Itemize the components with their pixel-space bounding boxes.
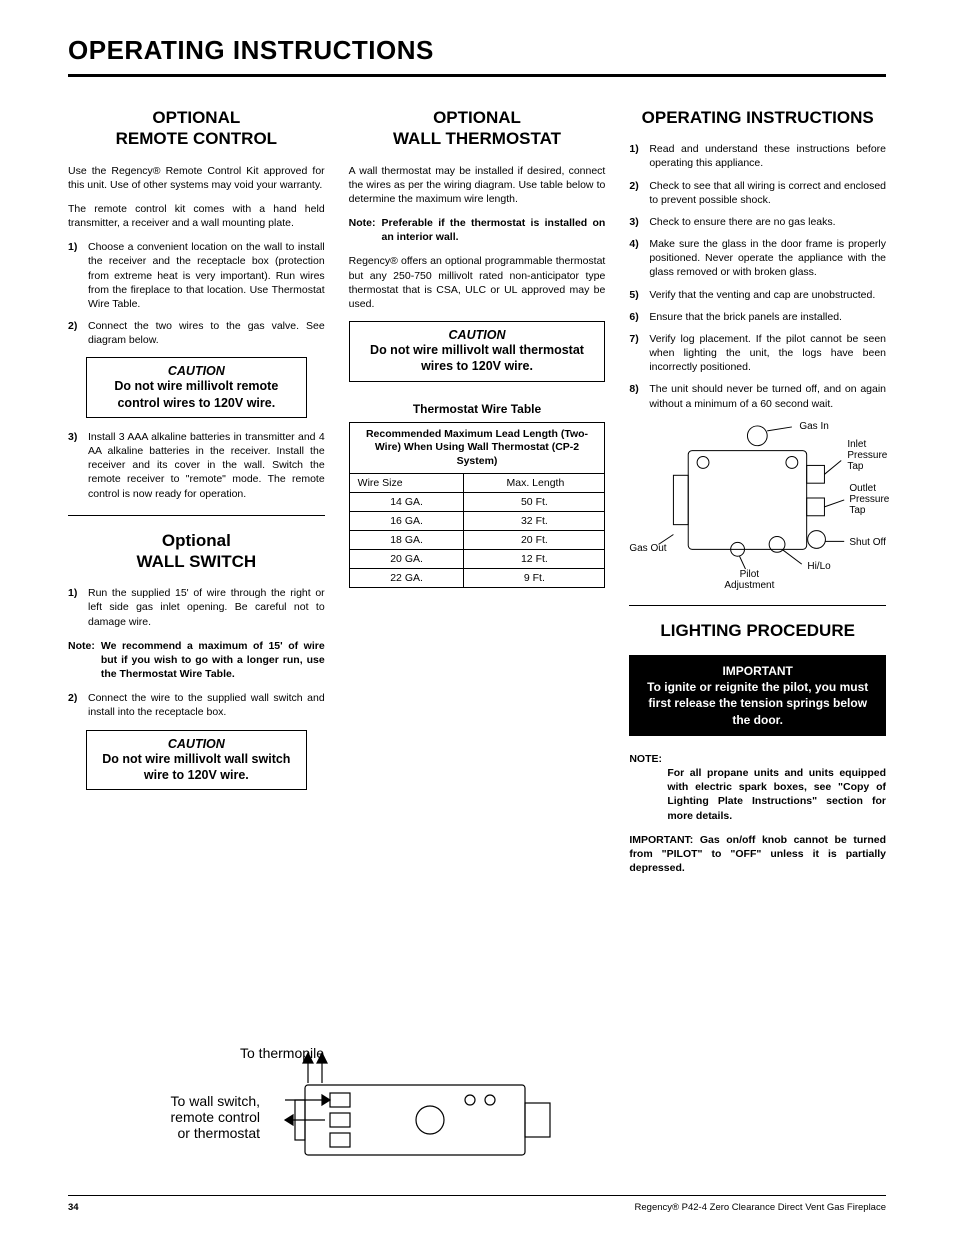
heading-wall-thermostat: OPTIONAL WALL THERMOSTAT [349, 107, 606, 150]
valve-label-pilot: Pilot Adjustment [724, 569, 774, 591]
column-3: OPERATING INSTRUCTIONS Read and understa… [629, 107, 886, 885]
wire-table-header: Recommended Maximum Lead Length (Two-Wir… [349, 422, 605, 474]
wallswitch-step-1: Run the supplied 15' of wire through the… [68, 586, 325, 629]
diagram-label-wall: To wall switch, remote control or thermo… [130, 1093, 260, 1141]
table-row: 22 GA.9 Ft. [349, 569, 605, 588]
diagram-label-thermopile: To thermopile [240, 1045, 324, 1061]
note-label: Note: [68, 639, 101, 682]
remote-intro-1: Use the Regency® Remote Control Kit appr… [68, 164, 325, 192]
page-footer: 34 Regency® P42-4 Zero Clearance Direct … [68, 1195, 886, 1213]
note-text: Preferable if the thermostat is installe… [382, 216, 606, 244]
valve-label-hilo: Hi/Lo [807, 561, 830, 572]
wire-table-caption: Thermostat Wire Table [349, 402, 606, 416]
lighting-note: NOTE: For all propane units and units eq… [629, 752, 886, 823]
wallswitch-steps-2: Connect the wire to the supplied wall sw… [68, 691, 325, 719]
op-step-4: Make sure the glass in the door frame is… [629, 237, 886, 280]
caution-body: Do not wire millivolt wall switch wire t… [97, 751, 296, 784]
lighting-important-2: IMPORTANT: Gas on/off knob cannot be tur… [629, 833, 886, 876]
note-text: For all propane units and units equipped… [629, 766, 886, 823]
title-rule [68, 74, 886, 77]
caution-title: CAUTION [360, 328, 595, 342]
note-text: We recommend a maximum of 15' of wire bu… [101, 639, 325, 682]
table-row: 18 GA.20 Ft. [349, 531, 605, 550]
table-row: 14 GA.50 Ft. [349, 493, 605, 512]
table-row: 16 GA.32 Ft. [349, 512, 605, 531]
valve-label-gas-in: Gas In [799, 421, 828, 432]
page-title: OPERATING INSTRUCTIONS [68, 35, 886, 66]
section-rule [68, 515, 325, 516]
op-step-6: Ensure that the brick panels are install… [629, 310, 886, 324]
remote-step-3: Install 3 AAA alkaline batteries in tran… [68, 430, 325, 501]
valve-label-gas-out: Gas Out [629, 543, 666, 554]
op-step-5: Verify that the venting and cap are unob… [629, 288, 886, 302]
wire-table-col1: Wire Size [349, 474, 464, 493]
remote-step-1: Choose a convenient location on the wall… [68, 240, 325, 311]
caution-title: CAUTION [97, 364, 296, 378]
thermostat-note: Note: Preferable if the thermostat is in… [349, 216, 606, 244]
wire-table-col2: Max. Length [464, 474, 605, 493]
caution-box-remote: CAUTION Do not wire millivolt remote con… [86, 357, 307, 418]
caution-body: Do not wire millivolt wall thermostat wi… [360, 342, 595, 375]
page-number: 34 [68, 1202, 79, 1213]
op-step-7: Verify log placement. If the pilot canno… [629, 332, 886, 375]
valve-label-shutoff: Shut Off [849, 537, 886, 548]
table-row: 20 GA.12 Ft. [349, 550, 605, 569]
product-name: Regency® P42-4 Zero Clearance Direct Ven… [635, 1202, 886, 1213]
remote-intro-2: The remote control kit comes with a hand… [68, 202, 325, 230]
section-rule [629, 605, 886, 606]
content-columns: OPTIONAL REMOTE CONTROL Use the Regency®… [68, 107, 886, 885]
caution-body: Do not wire millivolt remote control wir… [97, 378, 296, 411]
op-step-3: Check to ensure there are no gas leaks. [629, 215, 886, 229]
heading-operating: OPERATING INSTRUCTIONS [629, 107, 886, 128]
valve-label-inlet: Inlet Pressure Tap [847, 439, 887, 472]
op-step-8: The unit should never be turned off, and… [629, 382, 886, 410]
valve-diagram: Gas In Inlet Pressure Tap Outlet Pressur… [629, 421, 886, 591]
heading-remote-control: OPTIONAL REMOTE CONTROL [68, 107, 325, 150]
thermostat-intro: A wall thermostat may be installed if de… [349, 164, 606, 207]
note-label: NOTE: [629, 753, 662, 765]
heading-lighting: LIGHTING PROCEDURE [629, 620, 886, 641]
valve-label-outlet: Outlet Pressure Tap [849, 483, 889, 516]
caution-box-wallswitch: CAUTION Do not wire millivolt wall switc… [86, 730, 307, 791]
remote-steps: Choose a convenient location on the wall… [68, 240, 325, 347]
thermostat-p2: Regency® offers an optional programmable… [349, 254, 606, 311]
wallswitch-step-2: Connect the wire to the supplied wall sw… [68, 691, 325, 719]
heading-wall-switch: Optional WALL SWITCH [68, 530, 325, 573]
important-title: IMPORTANT [639, 663, 876, 679]
op-step-1: Read and understand these instructions b… [629, 142, 886, 170]
caution-title: CAUTION [97, 737, 296, 751]
important-box: IMPORTANT To ignite or reignite the pilo… [629, 655, 886, 736]
column-2: OPTIONAL WALL THERMOSTAT A wall thermost… [349, 107, 606, 885]
op-step-2: Check to see that all wiring is correct … [629, 179, 886, 207]
wallswitch-steps: Run the supplied 15' of wire through the… [68, 586, 325, 629]
important-label: IMPORTANT: [629, 834, 693, 846]
wallswitch-note: Note: We recommend a maximum of 15' of w… [68, 639, 325, 682]
remote-steps-cont: Install 3 AAA alkaline batteries in tran… [68, 430, 325, 501]
operating-steps: Read and understand these instructions b… [629, 142, 886, 411]
remote-step-2: Connect the two wires to the gas valve. … [68, 319, 325, 347]
bottom-wiring-diagram: To thermopile To wall switch, remote con… [130, 1045, 560, 1175]
wire-table: Recommended Maximum Lead Length (Two-Wir… [349, 422, 606, 589]
note-label: Note: [349, 216, 382, 244]
column-1: OPTIONAL REMOTE CONTROL Use the Regency®… [68, 107, 325, 885]
important-body: To ignite or reignite the pilot, you mus… [639, 679, 876, 728]
caution-box-thermostat: CAUTION Do not wire millivolt wall therm… [349, 321, 606, 382]
